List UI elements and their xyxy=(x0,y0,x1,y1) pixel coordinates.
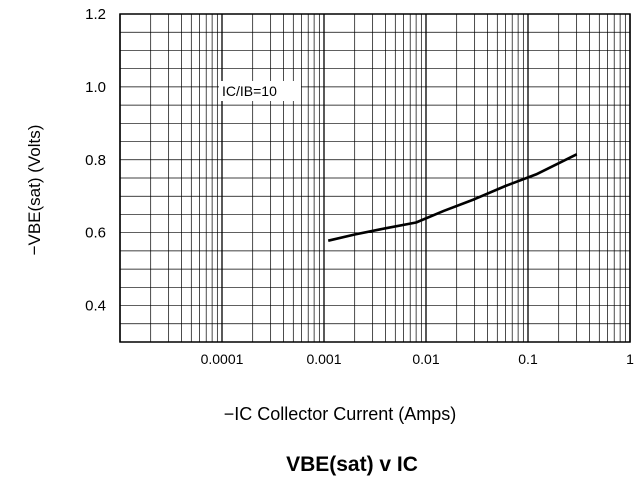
y-tick-label: 0.6 xyxy=(85,225,106,242)
annotation-box: IC/IB=10 xyxy=(219,81,301,101)
x-tick-label: 0.01 xyxy=(412,351,439,367)
x-tick-labels: 0.0001 0.001 0.01 0.1 1 xyxy=(201,351,634,367)
series-layer xyxy=(327,153,578,242)
y-tick-label: 0.8 xyxy=(85,152,106,169)
x-tick-label: 0.0001 xyxy=(201,351,244,367)
x-tick-label: 0.1 xyxy=(518,351,538,367)
y-tick-label: 0.4 xyxy=(85,298,106,315)
y-axis-label: −VBE(sat) (Volts) xyxy=(25,125,44,256)
y-tick-labels: 0.4 0.6 0.8 1.0 1.2 xyxy=(85,6,106,315)
annotation-ic-ib: IC/IB=10 xyxy=(222,83,277,99)
y-tick-label: 1.2 xyxy=(85,6,106,23)
y-tick-label: 1.0 xyxy=(85,79,106,96)
x-tick-label: 1 xyxy=(626,351,634,367)
minor-grid xyxy=(120,13,630,343)
series-line xyxy=(327,153,578,242)
plot-frame xyxy=(119,13,631,343)
x-tick-label: 0.001 xyxy=(306,351,341,367)
chart-title: VBE(sat) v IC xyxy=(286,453,418,476)
x-axis-label: −IC Collector Current (Amps) xyxy=(224,404,457,424)
